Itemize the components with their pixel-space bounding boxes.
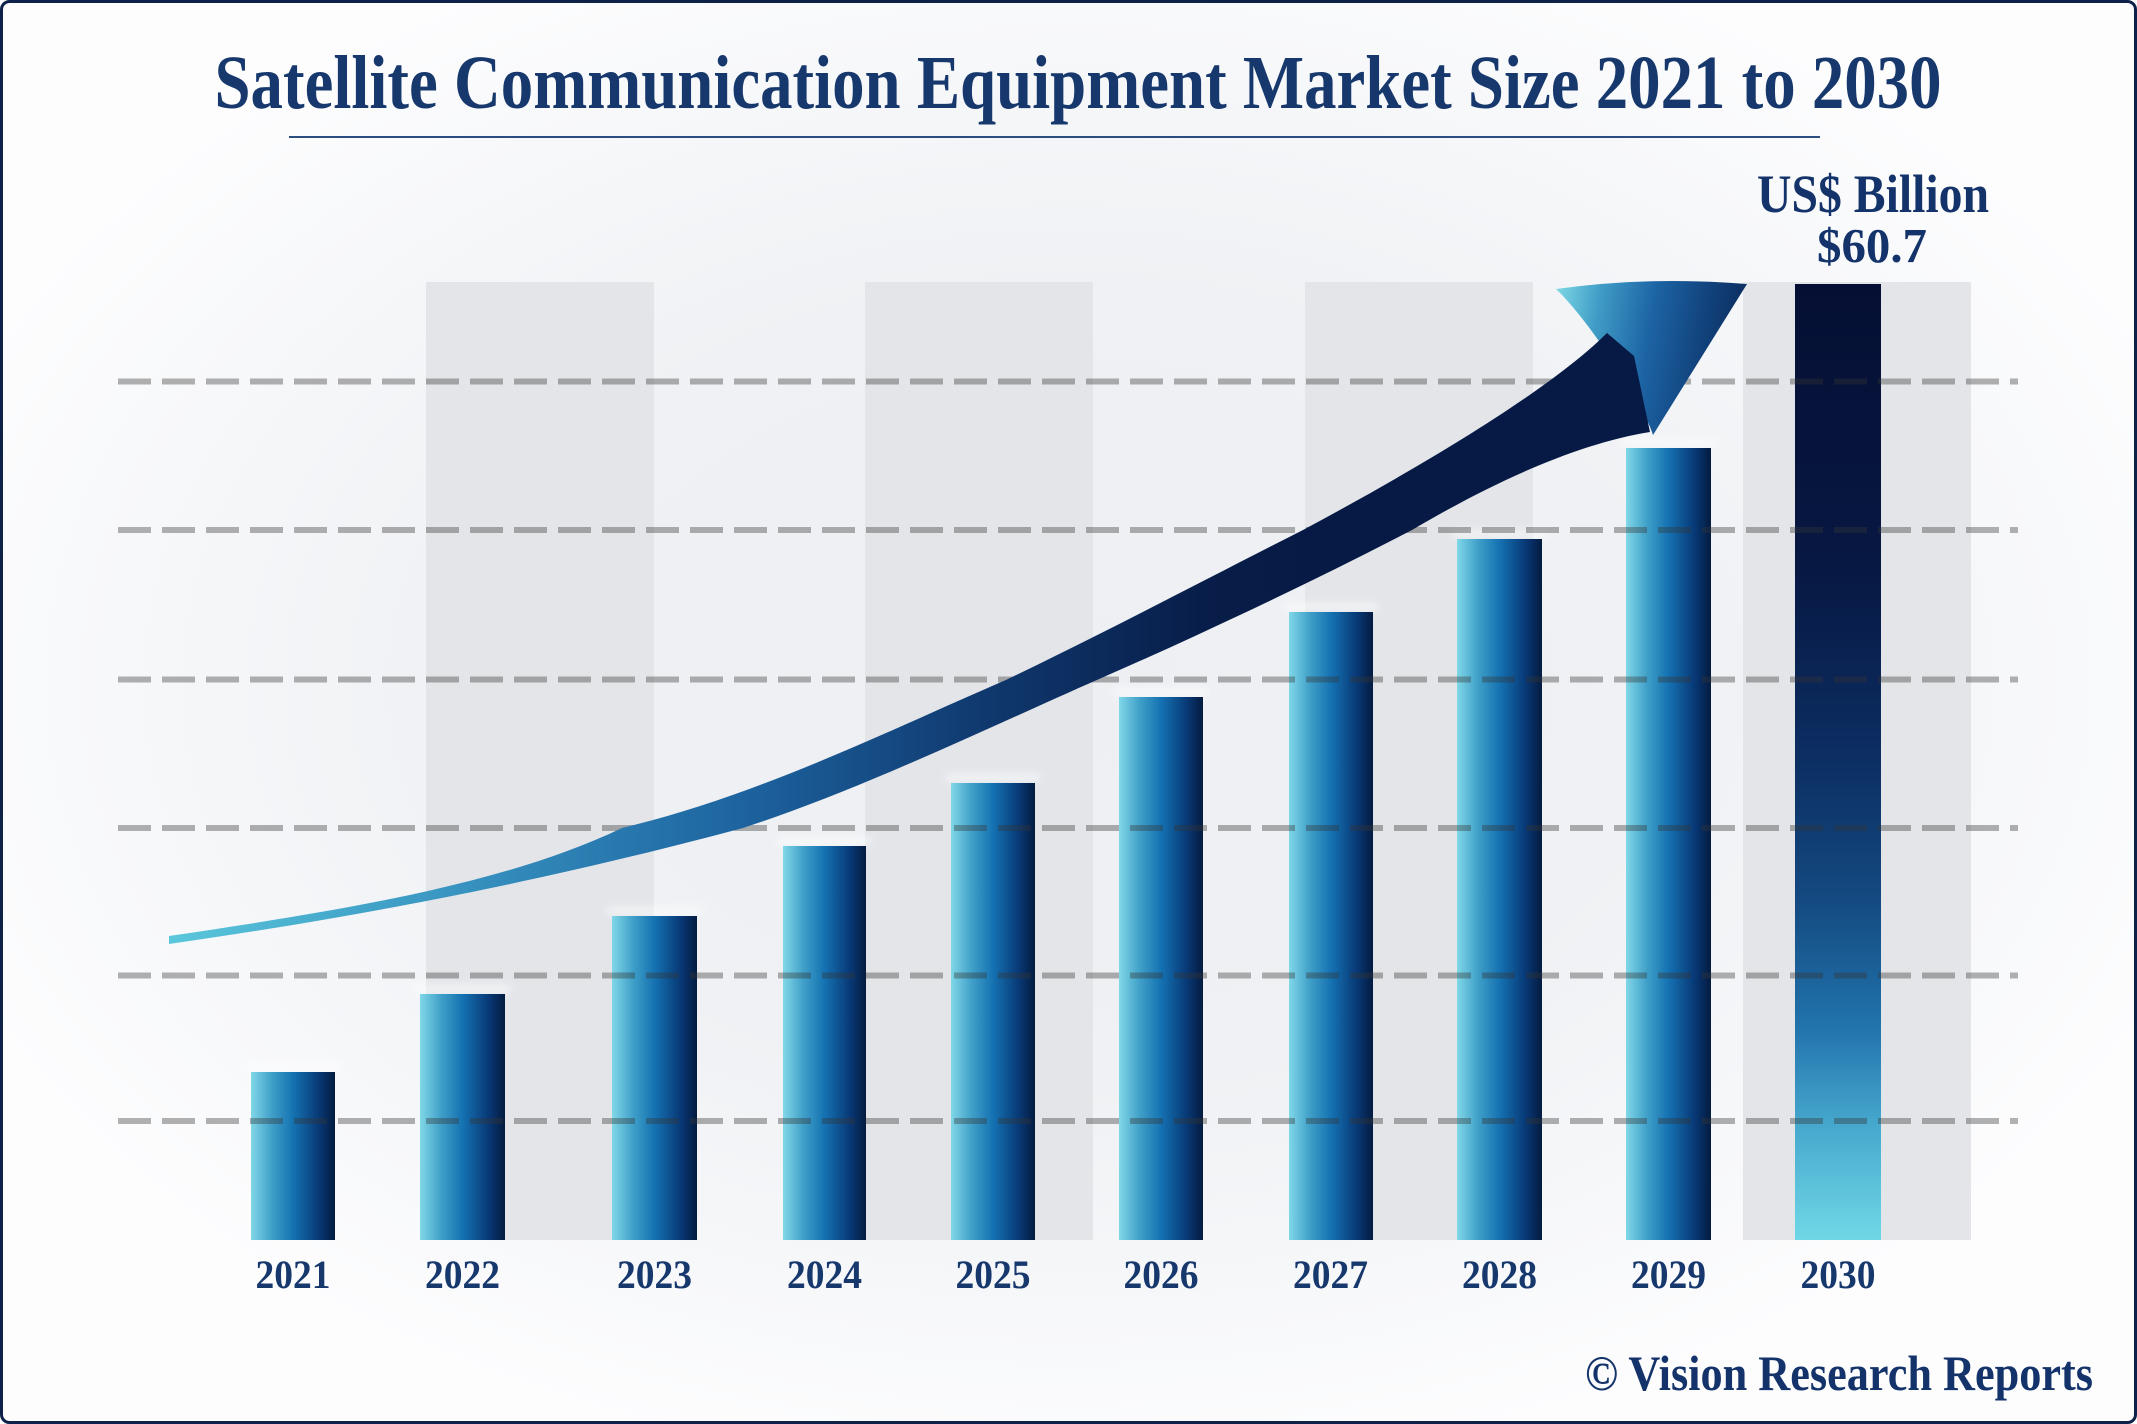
svg-text:2029: 2029 [1631, 1252, 1706, 1297]
svg-text:2028: 2028 [1462, 1252, 1537, 1297]
svg-text:2025: 2025 [956, 1252, 1031, 1297]
svg-text:© Vision Research Reports: © Vision Research Reports [1585, 1345, 2093, 1401]
svg-text:Satellite Communication Equipm: Satellite Communication Equipment Market… [215, 41, 1942, 125]
svg-text:2021: 2021 [256, 1252, 331, 1297]
svg-text:2023: 2023 [617, 1252, 692, 1297]
svg-text:2030: 2030 [1801, 1252, 1876, 1297]
svg-text:2024: 2024 [787, 1252, 862, 1297]
svg-text:$60.7: $60.7 [1817, 218, 1927, 273]
svg-text:2022: 2022 [425, 1252, 500, 1297]
svg-text:US$ Billion: US$ Billion [1757, 164, 1989, 224]
svg-text:2027: 2027 [1293, 1252, 1368, 1297]
svg-text:2026: 2026 [1124, 1252, 1199, 1297]
